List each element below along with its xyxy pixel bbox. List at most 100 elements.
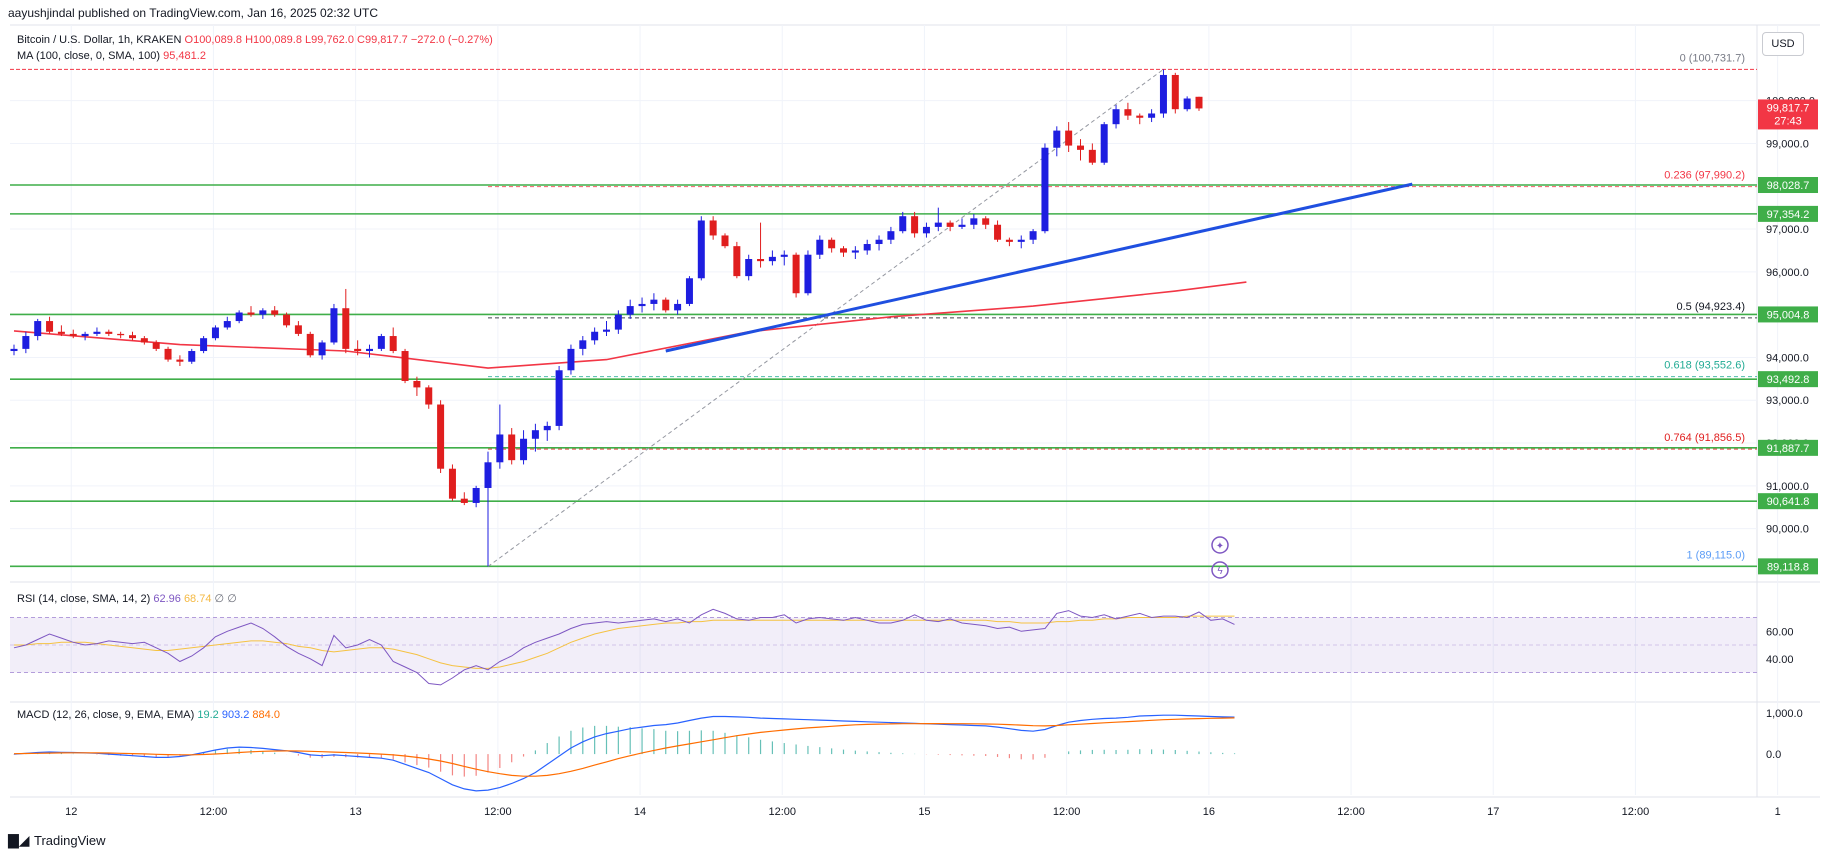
candle-body	[638, 303, 646, 307]
candle-body	[105, 331, 113, 334]
candle-body	[875, 239, 883, 245]
support-level-tag	[1758, 177, 1818, 194]
time-tick-label: 14	[634, 806, 646, 818]
candle-body	[1077, 145, 1084, 150]
price-tick-label: 96,000.0	[1766, 267, 1809, 279]
candle-body	[733, 246, 741, 277]
candle-body	[152, 342, 160, 349]
current-price-label: 99,817.7	[1767, 102, 1810, 114]
candle-body	[851, 250, 859, 253]
candle-body	[579, 340, 587, 349]
candle-body	[1136, 115, 1144, 118]
candle-body	[1148, 113, 1156, 118]
candle-body	[958, 224, 966, 227]
candle-body	[306, 333, 314, 356]
candle-body	[342, 308, 350, 349]
macd-value: 903.2	[221, 709, 250, 721]
candle-body	[697, 220, 705, 279]
time-tick-label: 13	[350, 806, 362, 818]
ma-legend[interactable]: MA (100, close, 0, SMA, 100) 95,481.2	[17, 50, 206, 62]
rsi-band-fill	[10, 617, 1757, 673]
sparkle-icon-glyph: ✦	[1216, 541, 1224, 552]
candle-body	[994, 224, 1002, 240]
time-tick-label: 15	[918, 806, 930, 818]
candle-body	[567, 348, 575, 371]
macd-legend[interactable]: MACD (12, 26, close, 9, EMA, EMA) 19.2 9…	[17, 709, 280, 721]
candle-body	[460, 498, 468, 503]
support-level-tag	[1758, 439, 1818, 456]
tradingview-logo[interactable]: ▇◢ TradingView	[8, 832, 106, 850]
candle-body	[685, 278, 693, 304]
candle-body	[1195, 96, 1203, 109]
rsi-legend[interactable]: RSI (14, close, SMA, 14, 2) 62.96 68.74 …	[17, 592, 237, 605]
candle-body	[69, 333, 77, 337]
candle-body	[211, 327, 219, 339]
candle-body	[1088, 149, 1096, 163]
currency-button[interactable]: USD	[1762, 32, 1804, 56]
candle-body	[10, 348, 18, 352]
support-level-tag	[1758, 558, 1818, 575]
candle-body	[129, 335, 136, 339]
candle-body	[780, 254, 788, 257]
candle-body	[816, 239, 824, 255]
support-level-tag-label: 90,641.8	[1767, 496, 1810, 508]
macd-line	[13, 714, 1235, 792]
candle-body	[34, 321, 42, 337]
candle-body	[448, 468, 456, 499]
rsi-sma-value: 68.74	[183, 593, 212, 605]
support-level-tag-label: 97,354.2	[1767, 209, 1810, 221]
candle-body	[555, 370, 563, 426]
bullish-trend-line	[665, 182, 1413, 353]
candle-body	[1100, 124, 1108, 163]
candle-body	[792, 254, 800, 294]
candle-body	[117, 333, 125, 336]
candle-body	[484, 462, 492, 488]
fib-level-label: 0.236 (97,990.2)	[1664, 170, 1745, 182]
candle-body	[911, 216, 919, 234]
macd-hist-value: 19.2	[197, 709, 219, 721]
price-tick-label: 93,000.0	[1766, 395, 1809, 407]
candle-body	[1112, 109, 1120, 125]
candle-body	[650, 299, 658, 304]
candle-body	[330, 308, 338, 343]
price-tick-label: 97,000.0	[1766, 224, 1809, 236]
candle-body	[259, 310, 267, 315]
candle-body	[93, 331, 101, 334]
candle-body	[828, 239, 836, 249]
candle-body	[721, 235, 729, 247]
candle-body	[235, 312, 243, 322]
time-tick-label: 12	[65, 806, 77, 818]
time-tick-label: 12:00	[1053, 806, 1081, 818]
symbol-low: L99,762.0	[305, 34, 354, 46]
candle-body	[401, 351, 409, 381]
candle-body	[970, 218, 978, 225]
candle-body	[1029, 231, 1037, 240]
macd-tick-label: 0.0	[1766, 749, 1781, 761]
lightning-icon-glyph: ϟ	[1217, 566, 1223, 577]
symbol-legend[interactable]: Bitcoin / U.S. Dollar, 1h, KRAKEN O100,0…	[17, 34, 493, 46]
support-level-tag-label: 93,492.8	[1767, 374, 1810, 386]
candle-body	[164, 348, 172, 360]
candle-body	[366, 348, 373, 352]
macd-legend-label: MACD (12, 26, close, 9, EMA, EMA)	[17, 709, 195, 721]
candle-body	[674, 303, 682, 311]
candle-body	[437, 404, 445, 469]
candle-body	[508, 434, 516, 461]
candle-body	[283, 314, 291, 326]
candle-body	[271, 310, 279, 315]
macd-tick-label: 1,000.0	[1766, 708, 1803, 720]
fib-level-label: 0.764 (91,856.5)	[1664, 432, 1745, 444]
support-level-tag	[1758, 306, 1818, 323]
candle-body	[425, 387, 433, 405]
candle-body	[934, 222, 942, 227]
candle-body	[1005, 239, 1013, 242]
publisher-line: aayushjindal published on TradingView.co…	[8, 6, 379, 20]
candle-body	[745, 259, 753, 277]
time-tick-label: 17	[1487, 806, 1499, 818]
rsi-sma-line	[14, 615, 1235, 669]
candle-body	[1053, 130, 1061, 148]
candle-body	[1171, 74, 1179, 110]
candle-body	[982, 218, 990, 225]
rsi-band-lower: ∅	[227, 593, 237, 605]
